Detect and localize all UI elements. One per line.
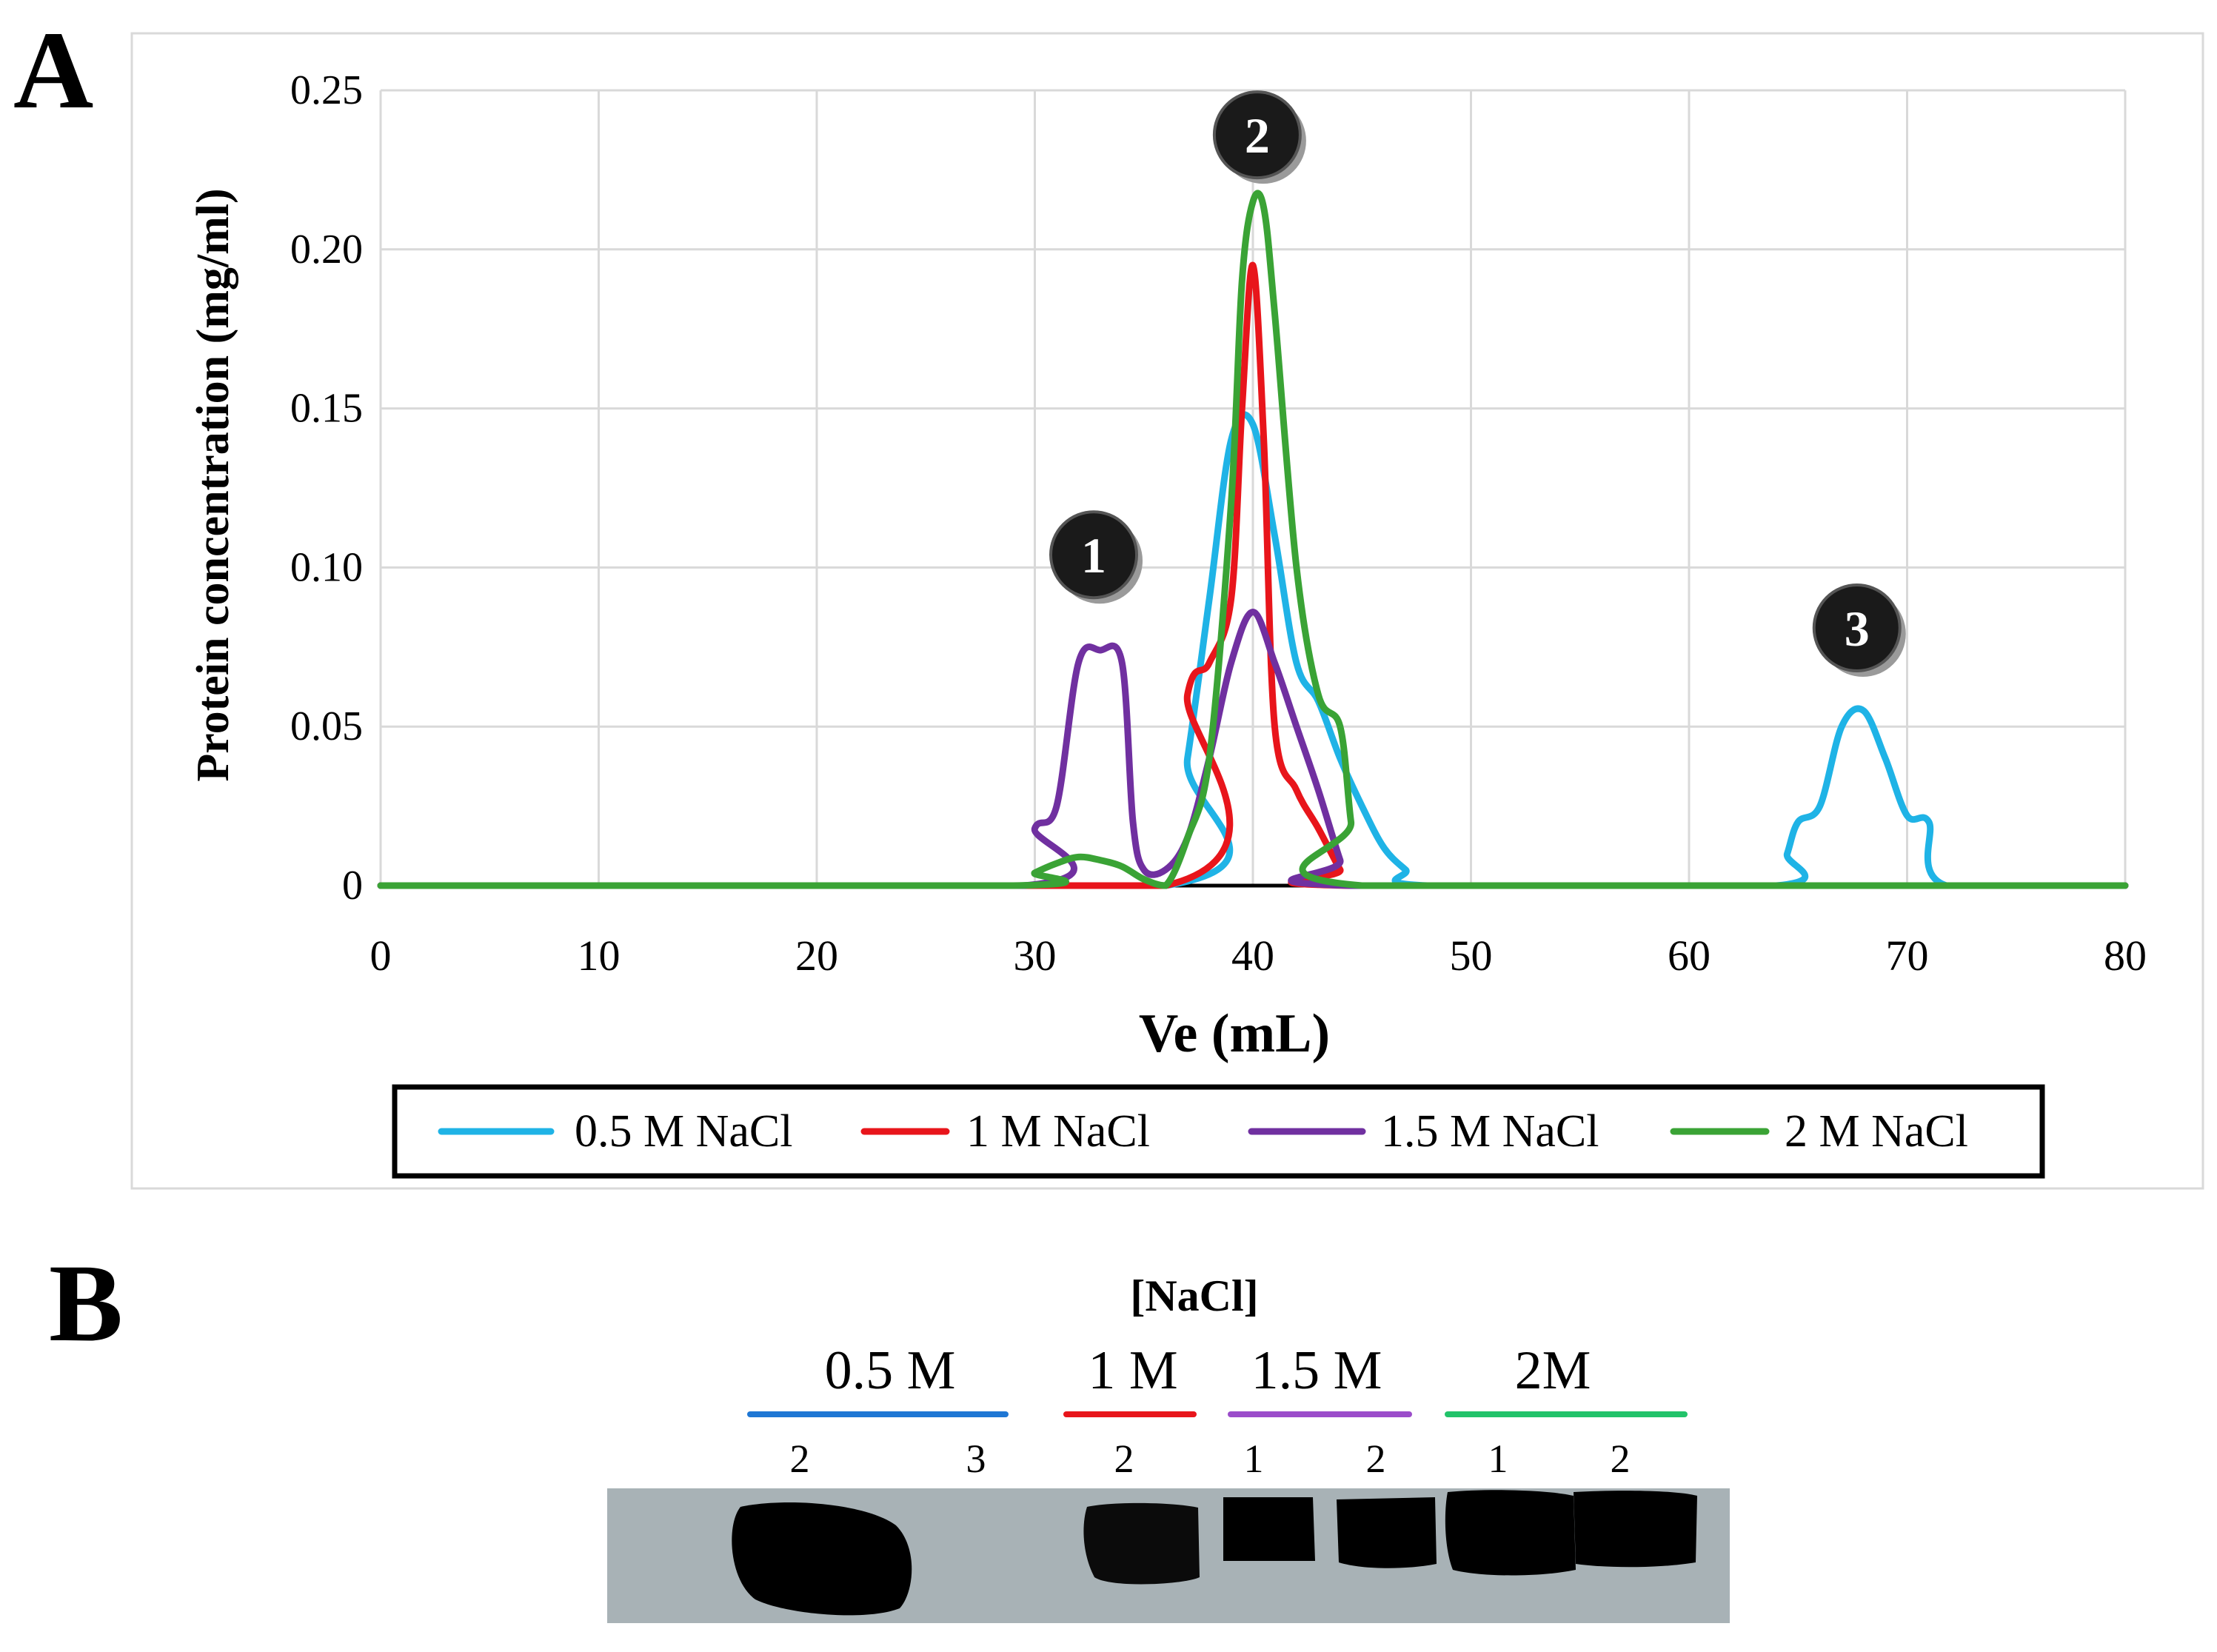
blot-band <box>1223 1497 1315 1561</box>
blot-lane-number: 2 <box>790 1437 810 1481</box>
legend-label: 1 M NaCl <box>966 1106 1150 1157</box>
x-tick-label: 50 <box>1450 932 1493 980</box>
x-tick-label: 70 <box>1886 932 1929 980</box>
blot-group: 0.5 M 2 3 <box>747 1340 1009 1481</box>
blot-lane-number: 1 <box>1244 1437 1264 1481</box>
blot-band <box>1083 1502 1200 1585</box>
blot-group-label: 2M <box>1515 1340 1591 1401</box>
y-tick-label: 0 <box>342 863 363 909</box>
y-tick-label: 0.15 <box>290 386 363 432</box>
peak-marker-circle <box>1049 510 1139 600</box>
y-tick-label: 0.10 <box>290 544 363 590</box>
y-axis-label: Protein concentration (mg/ml) <box>188 188 238 781</box>
peak-marker: 3 <box>1812 583 1906 678</box>
x-tick-labels: 0 10 20 30 40 50 60 70 80 <box>370 932 2147 980</box>
blot-band <box>732 1502 912 1616</box>
blot-lane-number: 2 <box>1366 1437 1386 1481</box>
x-tick-label: 20 <box>795 932 838 980</box>
blot-lane-number: 2 <box>1611 1437 1631 1481</box>
x-tick-label: 80 <box>2104 932 2147 980</box>
blot-lane-number: 1 <box>1488 1437 1508 1481</box>
peak-marker-label: 2 <box>1245 107 1270 164</box>
chart-series <box>377 190 2129 889</box>
series-line-3 <box>377 190 2129 889</box>
y-tick-label: 0.05 <box>290 703 363 749</box>
series-line-0 <box>377 411 2129 889</box>
panel-b-label: B <box>49 1242 123 1365</box>
blot-group: 1.5 M 1 2 <box>1228 1340 1412 1481</box>
blot-band <box>1337 1497 1437 1568</box>
peak-marker-label: 3 <box>1845 601 1870 657</box>
peak-markers: 1 2 3 <box>1049 90 1906 678</box>
legend-label: 0.5 M NaCl <box>575 1106 793 1157</box>
blot-group: 1 M 2 <box>1063 1340 1197 1481</box>
y-tick-labels: 0 0.05 0.10 0.15 0.20 0.25 <box>290 67 363 909</box>
blot-bands <box>732 1490 1697 1616</box>
x-axis-label: Ve (mL) <box>1139 1003 1330 1064</box>
blot-band <box>1445 1490 1576 1576</box>
blot-group-label: 1 M <box>1088 1340 1177 1401</box>
y-tick-label: 0.20 <box>290 227 363 272</box>
x-tick-label: 0 <box>370 932 392 980</box>
peak-marker-circle <box>1812 583 1902 673</box>
blot-band <box>1574 1491 1697 1568</box>
x-tick-label: 40 <box>1231 932 1274 980</box>
blot-title: [NaCl] <box>1130 1271 1258 1320</box>
x-tick-label: 60 <box>1668 932 1711 980</box>
blot-group: 2M1 2 <box>1445 1340 1688 1481</box>
x-tick-label: 30 <box>1014 932 1057 980</box>
panel-a-label: A <box>13 9 93 132</box>
legend-label: 2 M NaCl <box>1785 1106 1968 1157</box>
blot-group-label: 1.5 M <box>1251 1340 1382 1401</box>
peak-marker-circle <box>1212 90 1302 180</box>
blot-lane-number: 2 <box>1114 1437 1134 1481</box>
peak-marker: 2 <box>1212 90 1306 184</box>
blot-lane-number: 3 <box>966 1437 986 1481</box>
blot-group-label: 0.5 M <box>825 1340 956 1401</box>
y-tick-label: 0.25 <box>290 67 363 113</box>
peak-marker-label: 1 <box>1081 527 1106 583</box>
legend-label: 1.5 M NaCl <box>1381 1106 1599 1157</box>
legend: 0.5 M NaCl 1 M NaCl 1.5 M NaCl 2 M NaCl <box>438 1106 1968 1157</box>
x-tick-label: 10 <box>578 932 621 980</box>
peak-marker: 1 <box>1049 510 1143 604</box>
